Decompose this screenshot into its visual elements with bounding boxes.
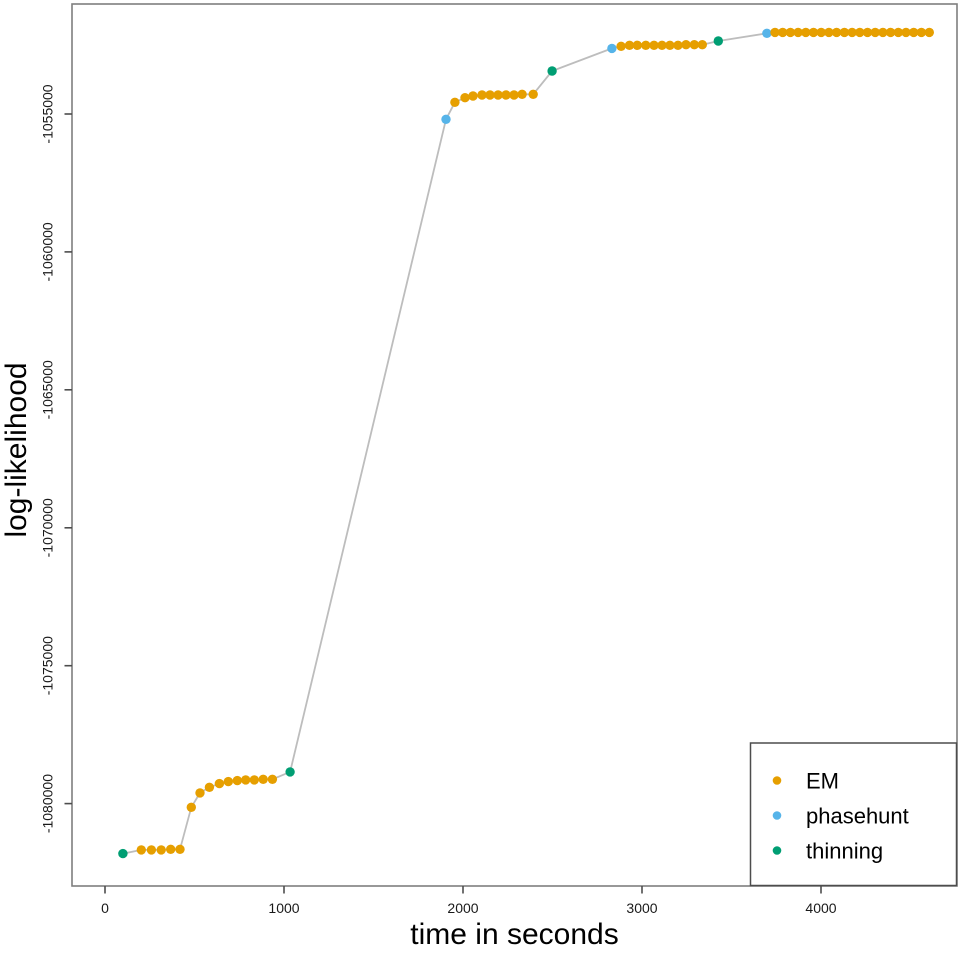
- y-tick-label: -1055000: [40, 84, 56, 143]
- data-point-em: [232, 775, 242, 786]
- data-point-phasehunt: [607, 43, 617, 54]
- data-point-em: [847, 27, 857, 38]
- data-point-em: [673, 40, 683, 50]
- y-tick-label: -1080000: [40, 774, 56, 833]
- data-point-em: [468, 91, 478, 101]
- data-point-em: [831, 27, 842, 38]
- x-axis-title: time in seconds: [410, 918, 618, 951]
- data-point-em: [924, 27, 934, 38]
- data-point-phasehunt: [762, 28, 772, 38]
- data-points: [118, 27, 934, 859]
- data-point-em: [801, 27, 811, 38]
- legend-swatch-thinning: [772, 846, 782, 855]
- data-point-em: [878, 27, 888, 38]
- data-point-em: [665, 40, 675, 50]
- data-point-em: [870, 27, 880, 38]
- data-point-em: [770, 27, 780, 38]
- data-point-em: [509, 90, 519, 100]
- data-point-em: [785, 27, 796, 38]
- data-point-em: [460, 93, 470, 103]
- data-point-em: [778, 27, 788, 38]
- x-axis-ticks: 0 1000 2000 3000 4000: [101, 886, 837, 916]
- data-point-em: [893, 27, 903, 38]
- legend-label-em: EM: [806, 769, 839, 794]
- x-tick-label: 2000: [447, 900, 478, 916]
- x-tick-label: 1000: [268, 900, 299, 916]
- data-point-em: [862, 27, 873, 38]
- series-connector-line: [122, 31, 930, 855]
- legend-label-phasehunt: phasehunt: [806, 804, 909, 829]
- data-point-em: [816, 27, 826, 38]
- legend-swatch-em: [772, 776, 782, 785]
- legend-box: [749, 742, 958, 887]
- data-point-em: [267, 774, 278, 784]
- data-point-thinning: [713, 36, 723, 46]
- data-point-em: [477, 90, 487, 100]
- data-point-em: [632, 40, 642, 50]
- data-point-em: [901, 27, 911, 38]
- y-axis-title: log-likelihood: [0, 362, 33, 537]
- y-axis-ticks: -1080000 -1075000 -1070000 -1065000 -1060000…: [40, 84, 72, 833]
- data-point-em: [624, 40, 635, 50]
- data-point-em: [681, 40, 691, 50]
- data-point-em: [528, 89, 538, 100]
- x-tick-label: 0: [101, 900, 109, 916]
- y-tick-label: -1075000: [40, 636, 56, 695]
- data-point-em: [450, 97, 460, 108]
- data-point-em: [223, 776, 233, 787]
- y-tick-label: -1060000: [40, 222, 56, 281]
- data-point-thinning: [285, 767, 295, 777]
- data-point-em: [824, 27, 834, 38]
- y-tick-label: -1065000: [40, 360, 56, 419]
- data-point-em: [214, 778, 225, 789]
- data-point-em: [186, 802, 196, 812]
- data-point-thinning: [118, 848, 128, 859]
- data-point-em: [649, 40, 659, 50]
- data-point-em: [136, 845, 146, 855]
- data-point-em: [916, 27, 927, 38]
- data-point-em: [258, 774, 268, 784]
- legend: EM phasehunt thinning: [749, 742, 958, 887]
- data-point-em: [493, 90, 503, 100]
- plot-border: [71, 3, 958, 887]
- data-point-em: [641, 40, 651, 50]
- data-point-em: [808, 27, 819, 38]
- data-point-em: [195, 788, 205, 798]
- data-point-em: [485, 90, 495, 100]
- data-point-em: [501, 90, 511, 100]
- data-point-em: [146, 845, 157, 855]
- y-tick-label: -1070000: [40, 498, 56, 557]
- data-point-em: [241, 775, 251, 785]
- data-point-em: [689, 40, 699, 50]
- data-point-em: [204, 782, 215, 792]
- data-point-em: [793, 27, 803, 38]
- data-point-phasehunt: [441, 114, 451, 125]
- data-point-em: [156, 845, 166, 855]
- data-point-thinning: [547, 66, 557, 76]
- data-point-em: [175, 844, 185, 854]
- data-point-em: [839, 27, 850, 38]
- x-tick-label: 4000: [805, 900, 836, 916]
- data-point-em: [697, 40, 707, 50]
- legend-label-thinning: thinning: [806, 839, 883, 864]
- data-point-em: [249, 775, 259, 785]
- data-point-em: [885, 27, 896, 38]
- data-point-em: [616, 41, 626, 51]
- legend-swatch-phasehunt: [772, 811, 782, 820]
- data-point-em: [855, 27, 865, 38]
- data-point-em: [166, 844, 176, 854]
- data-point-em: [517, 89, 527, 100]
- x-tick-label: 3000: [626, 900, 657, 916]
- data-point-em: [657, 40, 667, 50]
- data-point-em: [909, 27, 919, 38]
- series-line-group: [122, 31, 930, 855]
